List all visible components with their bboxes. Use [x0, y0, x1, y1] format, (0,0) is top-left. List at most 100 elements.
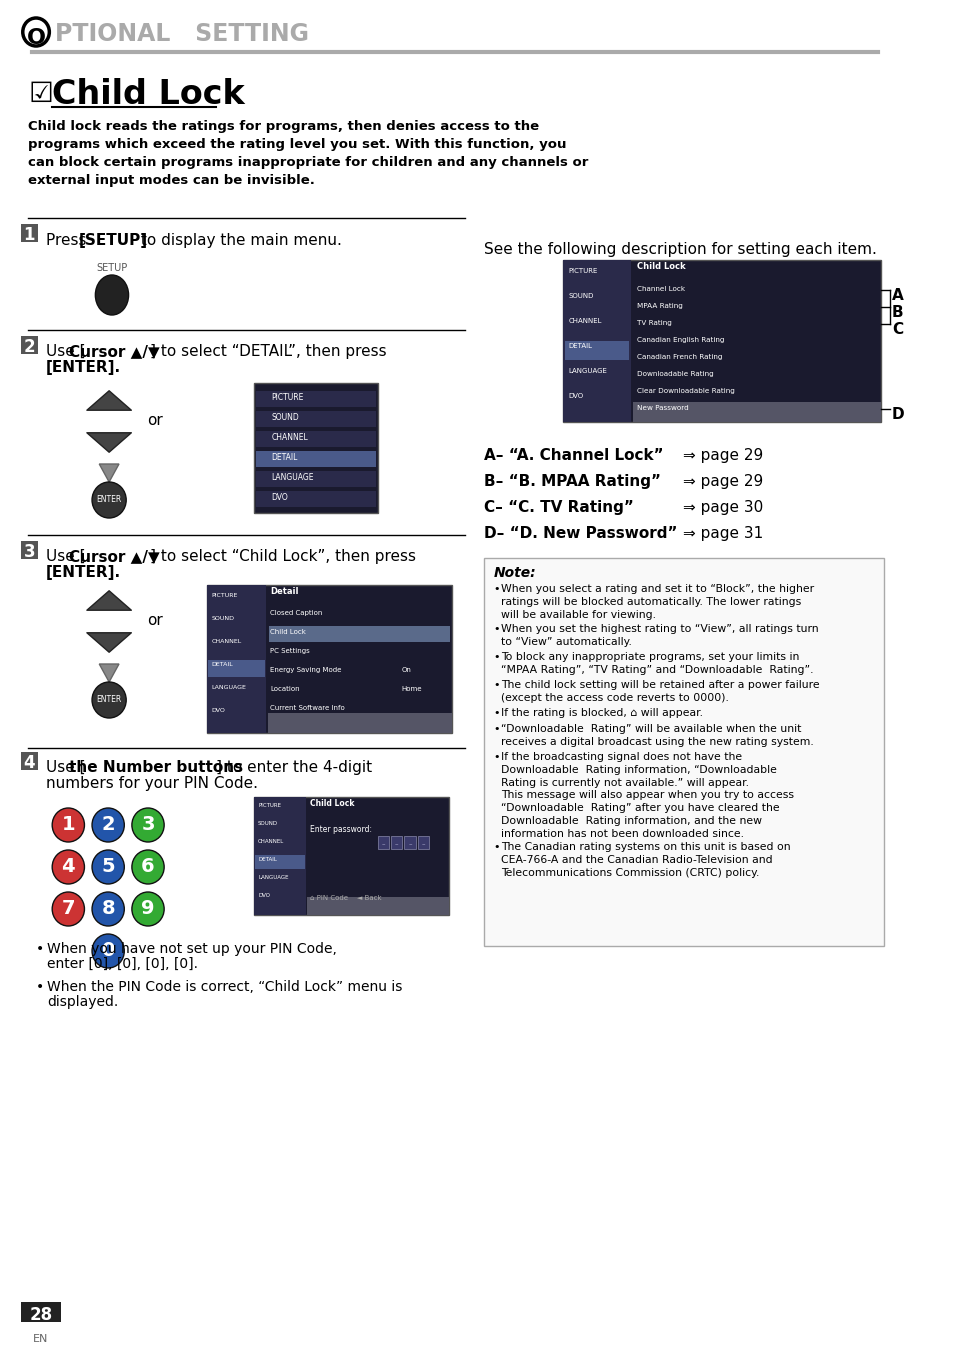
FancyBboxPatch shape	[21, 1302, 61, 1322]
Text: Energy Saving Mode: Energy Saving Mode	[270, 667, 341, 673]
Text: LANGUAGE: LANGUAGE	[271, 473, 314, 483]
FancyBboxPatch shape	[256, 491, 375, 507]
Text: ⇒ page 31: ⇒ page 31	[682, 526, 762, 541]
Text: If the rating is blocked, ⌂ will appear.: If the rating is blocked, ⌂ will appear.	[500, 709, 702, 718]
Text: Child Lock: Child Lock	[270, 630, 306, 635]
Text: LANGUAGE: LANGUAGE	[568, 368, 607, 373]
Text: EN: EN	[33, 1335, 49, 1344]
FancyBboxPatch shape	[256, 431, 375, 448]
Text: To block any inappropriate programs, set your limits in
“MPAA Rating”, “TV Ratin: To block any inappropriate programs, set…	[500, 652, 813, 675]
FancyArrowPatch shape	[87, 632, 132, 652]
FancyArrowPatch shape	[87, 433, 132, 452]
Text: •: •	[493, 681, 499, 690]
FancyBboxPatch shape	[21, 752, 38, 770]
Text: Press: Press	[46, 233, 91, 248]
Text: ⇒ page 29: ⇒ page 29	[682, 474, 762, 489]
Text: The child lock setting will be retained after a power failure
(except the access: The child lock setting will be retained …	[500, 681, 819, 704]
Text: DETAIL: DETAIL	[568, 342, 592, 349]
FancyBboxPatch shape	[256, 411, 375, 427]
Text: •: •	[493, 842, 499, 852]
Text: SOUND: SOUND	[568, 293, 593, 299]
Circle shape	[52, 892, 85, 926]
FancyBboxPatch shape	[207, 585, 265, 733]
Text: or: or	[147, 613, 163, 628]
Text: SOUND: SOUND	[212, 616, 234, 621]
Text: 9: 9	[141, 899, 154, 918]
Text: B– “B. MPAA Rating”: B– “B. MPAA Rating”	[483, 474, 660, 489]
Text: Detail: Detail	[270, 586, 298, 596]
FancyBboxPatch shape	[256, 452, 375, 466]
Text: Child Lock: Child Lock	[310, 799, 355, 807]
Text: •: •	[493, 624, 499, 635]
Text: PICTURE: PICTURE	[271, 394, 303, 402]
Text: ⌂ PIN Code    ◄ Back: ⌂ PIN Code ◄ Back	[310, 895, 381, 900]
FancyBboxPatch shape	[21, 336, 38, 355]
Text: ENTER: ENTER	[96, 696, 122, 705]
Text: PICTURE: PICTURE	[212, 593, 237, 599]
FancyBboxPatch shape	[377, 836, 389, 849]
Text: DETAIL: DETAIL	[212, 662, 233, 667]
FancyBboxPatch shape	[254, 797, 305, 915]
FancyBboxPatch shape	[21, 224, 38, 243]
Text: •: •	[36, 980, 44, 993]
FancyBboxPatch shape	[208, 613, 265, 631]
Text: ⇒ page 30: ⇒ page 30	[682, 500, 762, 515]
Text: Cursor ▲/▼: Cursor ▲/▼	[70, 549, 160, 563]
Text: CHANNEL: CHANNEL	[212, 639, 242, 644]
FancyBboxPatch shape	[255, 837, 304, 851]
FancyBboxPatch shape	[208, 590, 265, 608]
Text: •: •	[493, 584, 499, 594]
Circle shape	[52, 807, 85, 842]
Text: displayed.: displayed.	[48, 995, 118, 1010]
Text: •: •	[493, 752, 499, 762]
Text: When the PIN Code is correct, “Child Lock” menu is: When the PIN Code is correct, “Child Loc…	[48, 980, 402, 993]
Text: Child Lock: Child Lock	[636, 262, 684, 271]
Text: CHANNEL: CHANNEL	[258, 838, 284, 844]
Text: On: On	[401, 667, 411, 673]
Circle shape	[91, 682, 126, 718]
Text: C– “C. TV Rating”: C– “C. TV Rating”	[483, 500, 633, 515]
Text: PC Settings: PC Settings	[270, 648, 310, 654]
Text: 0: 0	[101, 941, 114, 961]
Text: 7: 7	[62, 899, 75, 918]
FancyArrowPatch shape	[87, 391, 132, 410]
Text: 4: 4	[61, 857, 75, 876]
FancyBboxPatch shape	[254, 383, 377, 514]
Text: [ENTER].: [ENTER].	[46, 565, 120, 580]
Circle shape	[91, 483, 126, 518]
Text: ☑: ☑	[29, 80, 53, 108]
Text: CHANNEL: CHANNEL	[568, 318, 601, 324]
FancyBboxPatch shape	[632, 402, 880, 422]
Text: –: –	[408, 841, 412, 847]
Text: C: C	[891, 322, 902, 337]
FancyBboxPatch shape	[21, 541, 38, 559]
Text: 4: 4	[24, 754, 35, 772]
Text: 5: 5	[101, 857, 115, 876]
FancyBboxPatch shape	[483, 558, 883, 946]
FancyArrowPatch shape	[87, 590, 132, 611]
Text: PICTURE: PICTURE	[568, 268, 598, 274]
FancyBboxPatch shape	[256, 391, 375, 407]
Text: LANGUAGE: LANGUAGE	[258, 875, 289, 880]
FancyBboxPatch shape	[417, 836, 429, 849]
Text: D– “D. New Password”: D– “D. New Password”	[483, 526, 677, 541]
FancyBboxPatch shape	[255, 801, 304, 816]
Text: •: •	[493, 709, 499, 718]
Text: the Number buttons: the Number buttons	[70, 760, 243, 775]
Text: –: –	[395, 841, 398, 847]
Circle shape	[132, 892, 164, 926]
Circle shape	[91, 807, 124, 842]
FancyBboxPatch shape	[564, 367, 628, 386]
Text: When you set the highest rating to “View”, all ratings turn
to “View” automatica: When you set the highest rating to “View…	[500, 624, 818, 647]
Text: DETAIL: DETAIL	[258, 857, 276, 861]
Text: 6: 6	[141, 857, 154, 876]
Text: •: •	[36, 942, 44, 956]
Circle shape	[91, 934, 124, 968]
Text: ENTER: ENTER	[96, 496, 122, 504]
Circle shape	[132, 807, 164, 842]
Text: DVO: DVO	[568, 394, 583, 399]
Text: Enter password:: Enter password:	[310, 825, 372, 834]
Text: –: –	[381, 841, 385, 847]
Text: –: –	[421, 841, 424, 847]
Text: DVO: DVO	[212, 708, 225, 713]
